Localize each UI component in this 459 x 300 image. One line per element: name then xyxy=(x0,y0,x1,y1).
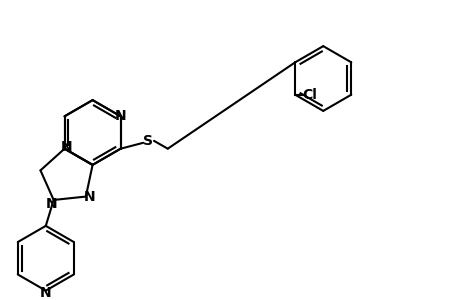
Text: N: N xyxy=(115,109,126,123)
Text: Cl: Cl xyxy=(302,88,317,102)
Text: N: N xyxy=(46,197,57,211)
Text: S: S xyxy=(143,134,153,148)
Text: N: N xyxy=(61,140,72,154)
Text: N: N xyxy=(40,286,51,300)
Text: N: N xyxy=(84,190,95,204)
